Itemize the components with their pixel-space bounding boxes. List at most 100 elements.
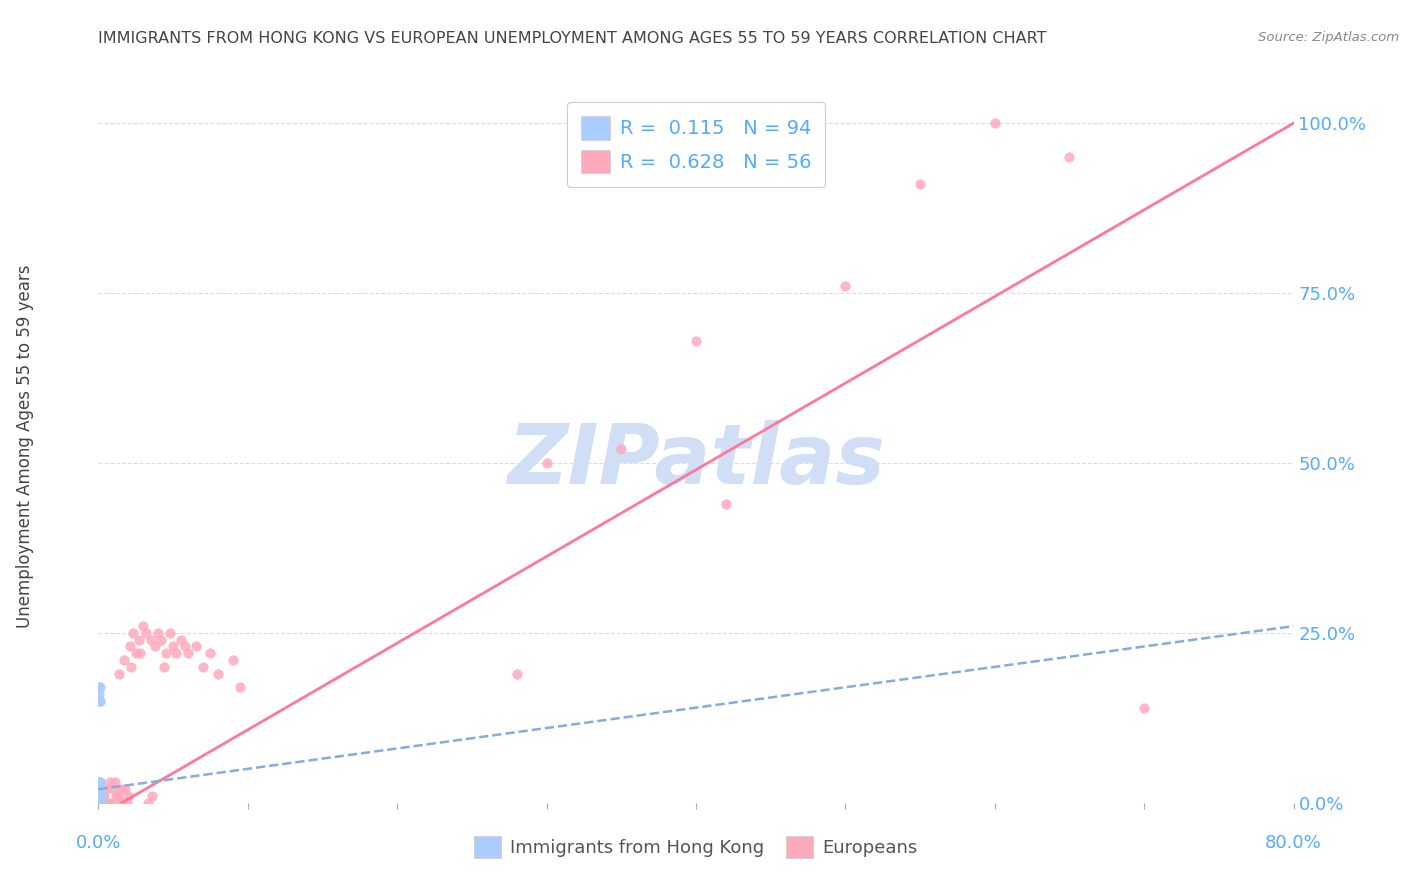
Point xyxy=(89,789,111,803)
Point xyxy=(103,782,125,797)
Point xyxy=(89,789,111,803)
Point xyxy=(118,640,141,654)
Point xyxy=(89,789,111,803)
Point xyxy=(169,632,191,647)
Point xyxy=(89,796,111,810)
Point xyxy=(89,782,111,797)
Point xyxy=(89,789,111,803)
Point xyxy=(89,694,111,708)
Point xyxy=(89,796,111,810)
Point xyxy=(89,782,111,797)
Point xyxy=(222,653,245,667)
Point xyxy=(89,789,111,803)
Point xyxy=(89,687,111,701)
Point xyxy=(89,796,111,810)
Point xyxy=(89,775,111,789)
Point xyxy=(115,796,138,810)
Point xyxy=(97,796,120,810)
Point xyxy=(89,782,111,797)
Point xyxy=(89,782,111,797)
Point xyxy=(89,782,111,797)
Point xyxy=(159,626,181,640)
Point xyxy=(506,666,529,681)
Point xyxy=(89,789,111,803)
Point xyxy=(100,775,122,789)
Point xyxy=(89,782,111,797)
Point xyxy=(89,789,111,803)
Point xyxy=(908,178,931,192)
Point xyxy=(984,116,1007,130)
Point xyxy=(89,782,111,797)
Point xyxy=(89,782,111,797)
Point xyxy=(714,497,737,511)
Point xyxy=(90,789,112,803)
Point xyxy=(89,782,111,797)
Point xyxy=(89,796,111,810)
Point xyxy=(143,640,166,654)
Point xyxy=(94,782,117,797)
Point xyxy=(110,782,132,797)
Point xyxy=(89,796,111,810)
Point xyxy=(129,646,152,660)
Point xyxy=(89,796,111,810)
Point xyxy=(89,782,111,797)
Point xyxy=(89,782,111,797)
Point xyxy=(148,626,170,640)
Point xyxy=(135,626,157,640)
Point xyxy=(120,660,142,674)
Point xyxy=(139,632,162,647)
Point xyxy=(90,782,112,797)
Point xyxy=(685,334,707,348)
Point xyxy=(89,796,111,810)
Point xyxy=(89,796,111,810)
Point xyxy=(184,640,207,654)
Point xyxy=(89,796,111,810)
Point xyxy=(107,789,129,803)
Point xyxy=(111,796,134,810)
Point xyxy=(91,789,114,803)
Point xyxy=(162,640,184,654)
Point xyxy=(89,782,111,797)
Point xyxy=(89,796,111,810)
Point xyxy=(89,796,111,810)
Point xyxy=(141,789,163,803)
Point xyxy=(125,646,148,660)
Point xyxy=(136,796,159,810)
Point xyxy=(89,789,111,803)
Point xyxy=(89,789,111,803)
Point xyxy=(90,796,112,810)
Point xyxy=(89,796,111,810)
Point xyxy=(89,789,111,803)
Point xyxy=(89,782,111,797)
Point xyxy=(89,796,111,810)
Point xyxy=(132,619,155,633)
Point xyxy=(89,789,111,803)
Point xyxy=(1133,700,1156,714)
Point xyxy=(89,789,111,803)
Point xyxy=(89,789,111,803)
Point xyxy=(90,796,112,810)
Point xyxy=(89,796,111,810)
Point xyxy=(121,626,143,640)
Point xyxy=(89,796,111,810)
Point xyxy=(89,796,111,810)
Point xyxy=(89,789,111,803)
Point xyxy=(89,782,111,797)
Point xyxy=(89,782,111,797)
Point xyxy=(96,796,118,810)
Point xyxy=(89,782,111,797)
Point xyxy=(1059,150,1081,164)
Point xyxy=(89,782,111,797)
Point xyxy=(89,775,111,789)
Point xyxy=(89,796,111,810)
Text: Unemployment Among Ages 55 to 59 years: Unemployment Among Ages 55 to 59 years xyxy=(17,264,34,628)
Point xyxy=(114,782,136,797)
Point xyxy=(128,632,150,647)
Point xyxy=(89,789,111,803)
Text: Source: ZipAtlas.com: Source: ZipAtlas.com xyxy=(1258,31,1399,45)
Point xyxy=(89,782,111,797)
Point xyxy=(105,789,128,803)
Point xyxy=(117,789,139,803)
Point xyxy=(89,782,111,797)
Point xyxy=(101,796,124,810)
